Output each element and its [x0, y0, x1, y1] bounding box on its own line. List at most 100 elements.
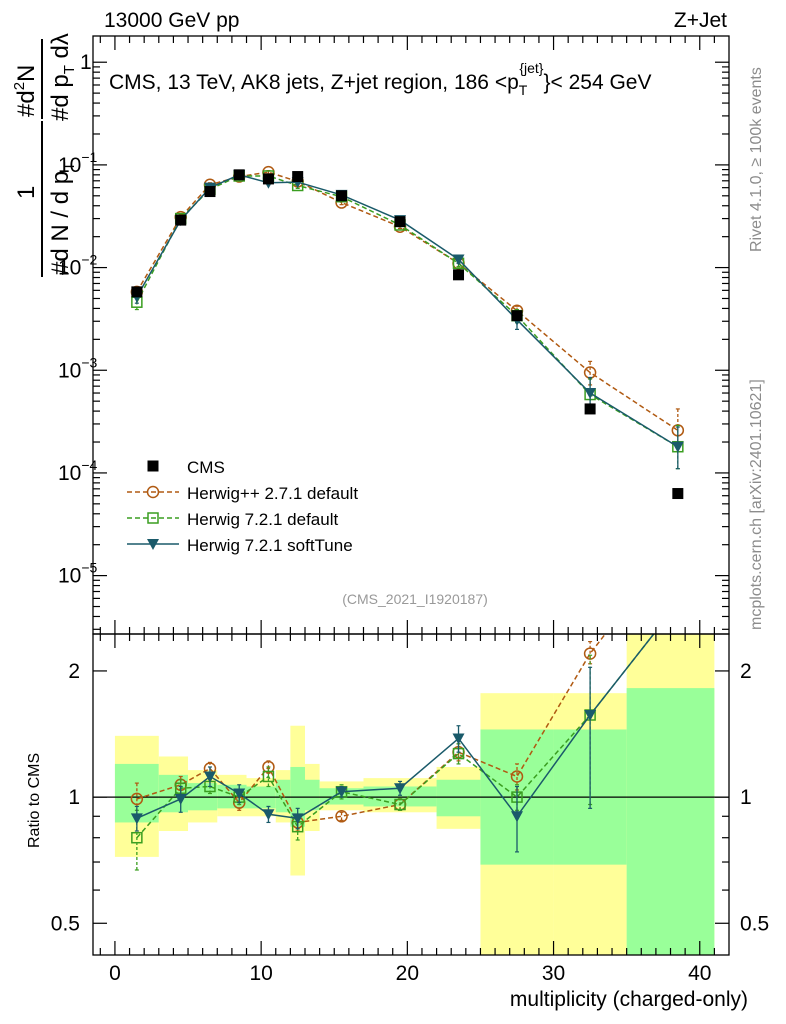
legend-label-herwigpp: Herwig++ 2.7.1 default: [187, 484, 358, 503]
band-green-13: [626, 688, 715, 955]
ratio-softtune-point-10: [584, 709, 597, 721]
ratio-ytick-label-left-2: 2: [68, 660, 80, 683]
top-ytick-label-2: 10−2: [58, 252, 98, 280]
ratio-series: [130, 598, 684, 871]
x-axis-label: multiplicity (charged-only): [510, 988, 748, 1011]
ratio-softtune: [130, 598, 684, 853]
legend-label-softtune: Herwig 7.2.1 softTune: [187, 536, 353, 555]
band-green-9: [363, 786, 437, 807]
top-softtune-point-11: [671, 441, 684, 453]
top-cms-point-6: [336, 190, 348, 202]
ratio-softtune-point-1: [174, 793, 187, 805]
y-label-numerator-1: 1: [13, 186, 40, 199]
ratio-softtune-point-0: [130, 813, 143, 825]
legend-marker-cms: [147, 460, 159, 472]
top-softtune-line: [136, 174, 679, 448]
top-ytick-label-4: 10−4: [58, 457, 98, 485]
top-ytick-label-base-0: 1: [80, 51, 92, 74]
top-herwig721-line: [136, 175, 679, 448]
analysis-id-label: (CMS_2021_I1920187): [342, 591, 488, 607]
title-sub: T: [519, 82, 528, 98]
ratio-ytick-label-left-1: 1: [68, 786, 80, 809]
title-end: }< 254 GeV: [543, 71, 651, 94]
ratio-herwig721-point-4: [262, 770, 275, 783]
ratio-herwigpp-point-6: [335, 810, 348, 823]
top-series: [130, 165, 685, 500]
ratio-softtune-point-5: [291, 813, 304, 825]
ratio-herwigpp-point-4: [262, 760, 275, 774]
legend-label-herwig721: Herwig 7.2.1 default: [187, 510, 338, 529]
ratio-ytick-label-right-2: 2: [740, 660, 752, 683]
top-ytick-label-base-5: 10: [58, 565, 81, 588]
ratio-herwig721-point-11: [673, 598, 683, 608]
top-cms-point-3: [233, 169, 245, 181]
xtick-label-0: 0: [109, 962, 121, 985]
ratio-y-axis-label: Ratio to CMS: [26, 753, 43, 848]
top-softtune: [130, 169, 684, 470]
legend-marker-softtune: [147, 539, 159, 550]
ratio-ytick-label-right-1: 1: [740, 786, 752, 809]
top-cms-point-2: [204, 186, 216, 198]
xtick-label-1: 10: [249, 962, 272, 985]
top-ytick-label-exp-1: −1: [81, 149, 97, 165]
band-green-7: [305, 779, 320, 811]
ratio-herwig721-point-0: [131, 831, 143, 844]
axis-ticks: 110−110−210−310−410−50.5 0.51 12 20 10 20 30 40: [51, 36, 769, 985]
ratio-uncertainty-bands: [114, 634, 715, 955]
top-cms-point-4: [262, 173, 274, 185]
rivet-version-label: Rivet 4.1.0, ≥ 100k events: [748, 67, 765, 252]
top-ytick-label-exp-3: −3: [81, 354, 97, 370]
header-energy-label: 13000 GeV pp: [104, 9, 239, 32]
top-softtune-point-10: [584, 388, 597, 400]
top-herwigpp: [130, 165, 685, 443]
xtick-label-4: 40: [688, 962, 711, 985]
top-cms: [131, 169, 684, 500]
top-y-axis-label: 1 #d N / d pT #d2N #d pT dλ: [11, 33, 78, 277]
top-ytick-label-base-3: 10: [58, 359, 81, 382]
ratio-softtune-point-3: [233, 788, 246, 800]
ratio-softtune-point-8: [452, 733, 465, 745]
top-ytick-label-1: 10−1: [58, 149, 98, 177]
top-ytick-label-base-2: 10: [58, 257, 81, 280]
top-ytick-label-exp-5: −5: [81, 560, 97, 576]
legend-marker-herwigpp: [146, 485, 160, 499]
top-cms-point-8: [453, 269, 465, 281]
top-ytick-label-3: 10−3: [58, 354, 98, 382]
ratio-softtune-point-6: [335, 786, 348, 798]
y-label-denominator-1: #d N / d pT: [47, 162, 78, 275]
legend-label-cms: CMS: [187, 458, 225, 477]
ratio-softtune-point-9: [511, 811, 523, 823]
y-label-denominator-2: #d pT dλ: [47, 33, 78, 121]
xtick-label-3: 30: [542, 962, 565, 985]
y-label-numerator-2: #d2N: [11, 65, 40, 117]
ratio-herwigpp-point-0: [130, 792, 144, 806]
top-ytick-label-exp-2: −2: [81, 252, 97, 268]
ratio-softtune-point-11: [672, 598, 684, 609]
ratio-softtune-point-7: [394, 783, 407, 795]
top-ytick-label-base-1: 10: [58, 154, 81, 177]
top-cms-point-10: [584, 403, 596, 415]
ratio-softtune-point-4: [262, 809, 275, 821]
mcplots-label: mcplots.cern.ch [arXiv:2401.10621]: [748, 379, 765, 630]
ratio-softtune-line: [136, 634, 655, 820]
ratio-ytick-label-left-0: 0.5: [51, 912, 80, 935]
ratio-herwig721-point-7: [394, 798, 406, 811]
top-herwig721: [131, 170, 684, 470]
top-ytick-label-0: 1: [80, 51, 92, 74]
ratio-herwigpp-point-9: [510, 770, 524, 783]
top-cms-point-11: [672, 488, 684, 500]
top-ytick-label-exp-4: −4: [81, 457, 97, 473]
top-cms-point-7: [394, 216, 406, 228]
ratio-softtune-point-2: [203, 771, 216, 783]
xtick-label-2: 20: [396, 962, 419, 985]
ratio-plot-frame: [92, 633, 730, 956]
top-softtune-point-8: [452, 254, 465, 266]
legend-marker-herwig721: [147, 512, 159, 524]
legend: CMS Herwig++ 2.7.1 default Herwig 7.2.1 de…: [127, 458, 358, 555]
main-plot-title: CMS, 13 TeV, AK8 jets, Z+jet region, 186…: [109, 60, 651, 98]
top-cms-point-5: [292, 171, 304, 183]
title-text: CMS, 13 TeV, AK8 jets, Z+jet region, 186…: [109, 71, 519, 94]
top-herwigpp-line: [136, 171, 679, 431]
ratio-ytick-label-right-0: 0.5: [740, 912, 769, 935]
